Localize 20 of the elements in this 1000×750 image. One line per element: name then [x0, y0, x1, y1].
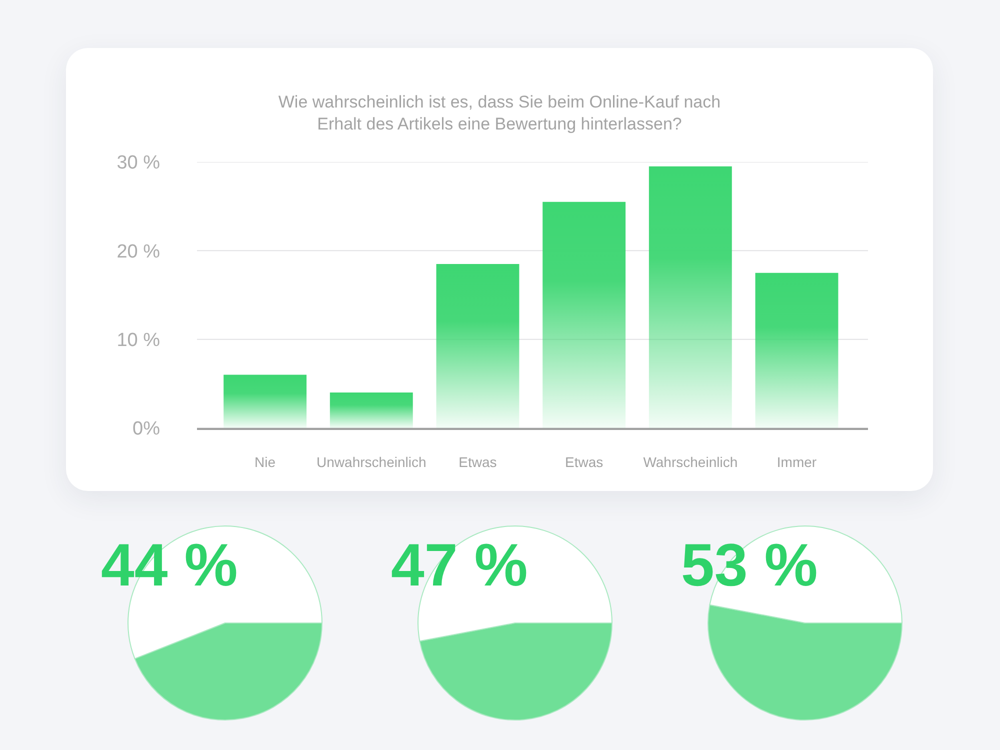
x-tick-label: Unwahrscheinlich	[316, 454, 426, 470]
x-tick-label: Immer	[776, 454, 817, 470]
x-tick-label: Wahrscheinlich	[643, 454, 738, 470]
y-tick-label: 30 %	[116, 152, 160, 174]
x-tick-label: Etwas	[565, 454, 604, 470]
y-tick-label: 20 %	[116, 241, 160, 262]
x-tick-label: Nie	[254, 454, 276, 470]
chart-title: 47 %	[391, 532, 528, 599]
bar	[648, 166, 732, 428]
bar	[542, 202, 626, 428]
bar	[330, 392, 413, 428]
bar	[436, 264, 520, 428]
bar	[224, 374, 307, 428]
chart-title: 53 %	[681, 532, 818, 599]
chart-title: Wie wahrscheinlich ist es, dass Sie beim Online-Kauf nach Erhalt des Artikels eine Bewertung hinterlassen?	[278, 92, 721, 134]
bar	[755, 272, 838, 428]
x-tick-label: Etwas	[458, 454, 497, 470]
y-tick-label: 0%	[132, 418, 160, 440]
y-tick-label: 10 %	[116, 330, 160, 351]
chart-title: 44 %	[101, 532, 238, 599]
